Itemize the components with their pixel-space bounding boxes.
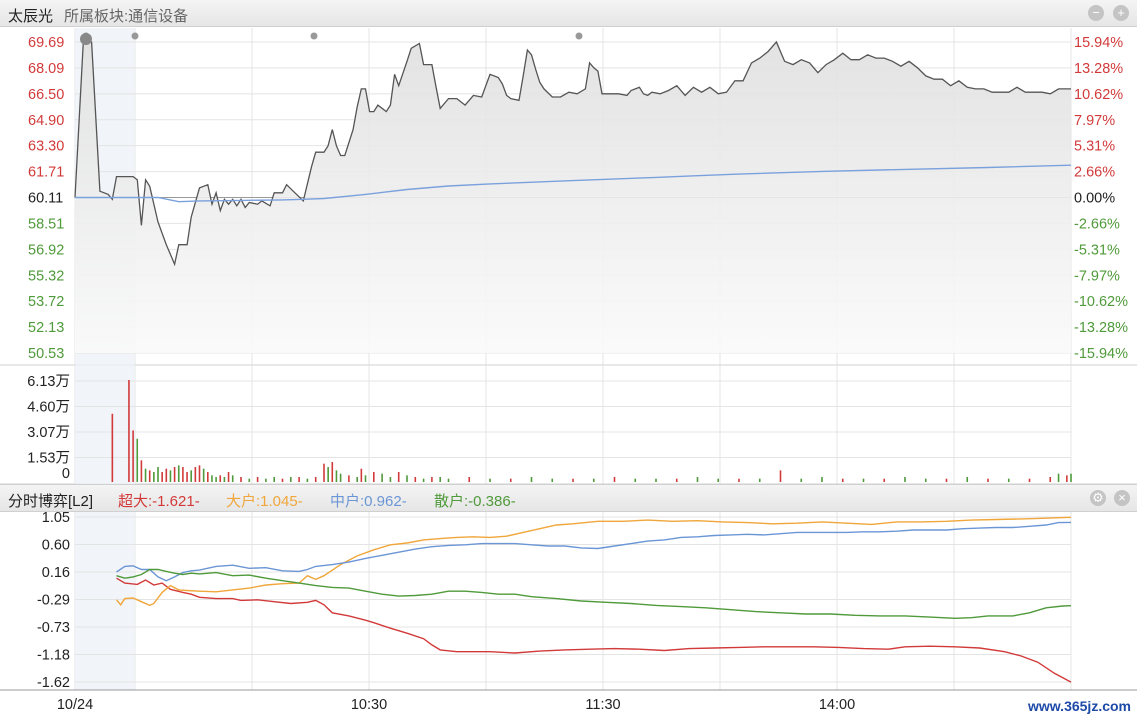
event-marker-dot — [131, 32, 139, 40]
time-tick-label: 14:00 — [819, 697, 855, 713]
volume-tick-label: 0 — [62, 466, 70, 482]
watermark: www.365jz.com — [1028, 698, 1131, 714]
price-tick-label: 63.30 — [28, 139, 64, 155]
stock-name: 太辰光 — [8, 8, 54, 25]
pct-tick-label: -2.66% — [1074, 216, 1120, 232]
flow-series-line — [115, 516, 1072, 607]
volume-tick-label: 3.07万 — [27, 425, 70, 441]
price-area — [75, 42, 1071, 353]
flow-tick-label: -0.73 — [37, 620, 70, 636]
pct-tick-label: 0.00% — [1074, 191, 1115, 207]
price-tick-label: 52.13 — [28, 320, 64, 336]
indicator-bar: 分时博弈[L2] 超大:-1.621- 大户:1.045- 中户:0.962- … — [0, 484, 1137, 512]
pct-tick-label: -15.94% — [1074, 346, 1128, 362]
time-tick-label: 10:30 — [351, 697, 387, 713]
time-tick-label: 10/24 — [57, 697, 93, 713]
flow-series-line — [116, 568, 1072, 620]
minimize-icon[interactable]: − — [1088, 5, 1104, 21]
pct-tick-label: -10.62% — [1074, 294, 1128, 310]
price-tick-label: 69.69 — [28, 35, 64, 51]
price-tick-label: 68.09 — [28, 61, 64, 77]
volume-tick-label: 4.60万 — [27, 400, 70, 416]
flow-tick-label: -1.18 — [37, 648, 70, 664]
price-tick-label: 56.92 — [28, 242, 64, 258]
flow-tick-label: 0.16 — [42, 565, 70, 581]
close-marker-icon — [80, 33, 92, 45]
legend-medium: 中户:0.962- — [330, 493, 407, 510]
legend-retail: 散户:-0.386- — [434, 493, 516, 510]
event-marker-dot — [575, 32, 583, 40]
flow-tick-label: 0.60 — [42, 538, 70, 554]
pct-tick-label: 13.28% — [1074, 61, 1123, 77]
pct-tick-label: 2.66% — [1074, 165, 1115, 181]
pct-tick-label: 7.97% — [1074, 113, 1115, 129]
volume-tick-label: 6.13万 — [27, 374, 70, 390]
legend-super-large: 超大:-1.621- — [118, 493, 200, 510]
pct-tick-label: 10.62% — [1074, 87, 1123, 103]
pct-tick-label: 5.31% — [1074, 139, 1115, 155]
average-line — [75, 164, 1072, 203]
close-icon[interactable]: × — [1114, 490, 1130, 506]
price-tick-label: 55.32 — [28, 268, 64, 284]
flow-tick-label: -1.62 — [37, 675, 70, 691]
price-tick-label: 64.90 — [28, 113, 64, 129]
price-tick-label: 53.72 — [28, 294, 64, 310]
flow-series-line — [116, 577, 1072, 683]
indicator-title: 分时博弈[L2] — [8, 493, 94, 510]
header-bar: 太辰光 所属板块:通信设备 − + — [0, 0, 1137, 27]
price-tick-label: 61.71 — [28, 165, 64, 181]
flow-series-line — [116, 521, 1072, 582]
gear-icon[interactable]: ⚙ — [1090, 490, 1106, 506]
time-tick-label: 11:30 — [585, 697, 620, 713]
flow-tick-label: -0.29 — [37, 593, 70, 609]
event-marker-dot — [310, 32, 318, 40]
flow-tick-label: 1.05 — [42, 510, 70, 526]
price-tick-label: 50.53 — [28, 346, 64, 362]
pct-tick-label: -5.31% — [1074, 242, 1120, 258]
pct-tick-label: -13.28% — [1074, 320, 1128, 336]
legend-large: 大户:1.045- — [226, 493, 303, 510]
price-tick-label: 66.50 — [28, 87, 64, 103]
price-tick-label: 58.51 — [28, 216, 64, 232]
pct-tick-label: -7.97% — [1074, 268, 1120, 284]
add-icon[interactable]: + — [1113, 5, 1129, 21]
volume-tick-label: 1.53万 — [27, 451, 70, 467]
sector-label: 所属板块:通信设备 — [64, 8, 189, 25]
pct-tick-label: 15.94% — [1074, 35, 1123, 51]
price-tick-label: 60.11 — [28, 191, 63, 207]
